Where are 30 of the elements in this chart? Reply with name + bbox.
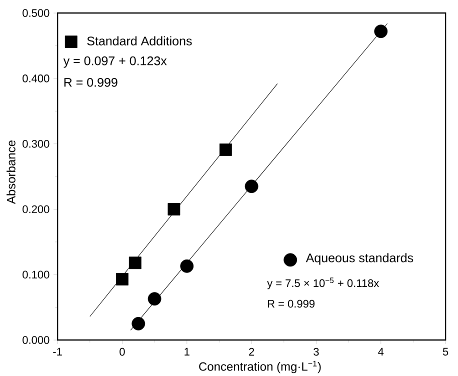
x-tick-label: 0 bbox=[120, 348, 125, 356]
legend-label: Aqueous standards bbox=[306, 253, 414, 265]
point bbox=[180, 259, 194, 273]
x-tick-label: 1 bbox=[184, 348, 190, 356]
annotation: y = 7.5 × 10$^{−5}$ + 0.118x bbox=[267, 278, 380, 290]
y-axis-title: Absorbance bbox=[6, 140, 16, 204]
y-tick-label: 0.400 bbox=[22, 74, 50, 82]
point bbox=[374, 24, 388, 38]
annotation: R = 0.999 bbox=[64, 78, 118, 87]
x-tick-label: 2 bbox=[249, 348, 254, 356]
x-tick-label: 3 bbox=[314, 348, 319, 356]
point bbox=[219, 144, 232, 156]
point bbox=[148, 292, 162, 306]
y-tick-label: 0.500 bbox=[22, 9, 50, 17]
y-tick-label: 0.300 bbox=[22, 140, 50, 148]
legend-label: Standard Additions bbox=[87, 36, 192, 46]
point bbox=[168, 203, 180, 216]
y-tick-label: 0.200 bbox=[22, 205, 50, 214]
x-tick-label: -1 bbox=[53, 348, 62, 356]
point bbox=[132, 316, 146, 330]
point bbox=[128, 256, 142, 270]
x-tick-label: 4 bbox=[378, 348, 384, 356]
y-tick-label: 0.000 bbox=[22, 336, 50, 344]
annotation: y = 0.097 + 0.123x bbox=[63, 56, 167, 68]
x-tick-label: 5 bbox=[442, 348, 448, 356]
point bbox=[116, 273, 128, 286]
point bbox=[244, 180, 258, 194]
x-axis-title: Concentration (mg·L$^{−1}$) bbox=[199, 360, 321, 374]
annotation: R = 0.999 bbox=[268, 300, 315, 308]
y-tick-label: 0.100 bbox=[22, 270, 50, 279]
